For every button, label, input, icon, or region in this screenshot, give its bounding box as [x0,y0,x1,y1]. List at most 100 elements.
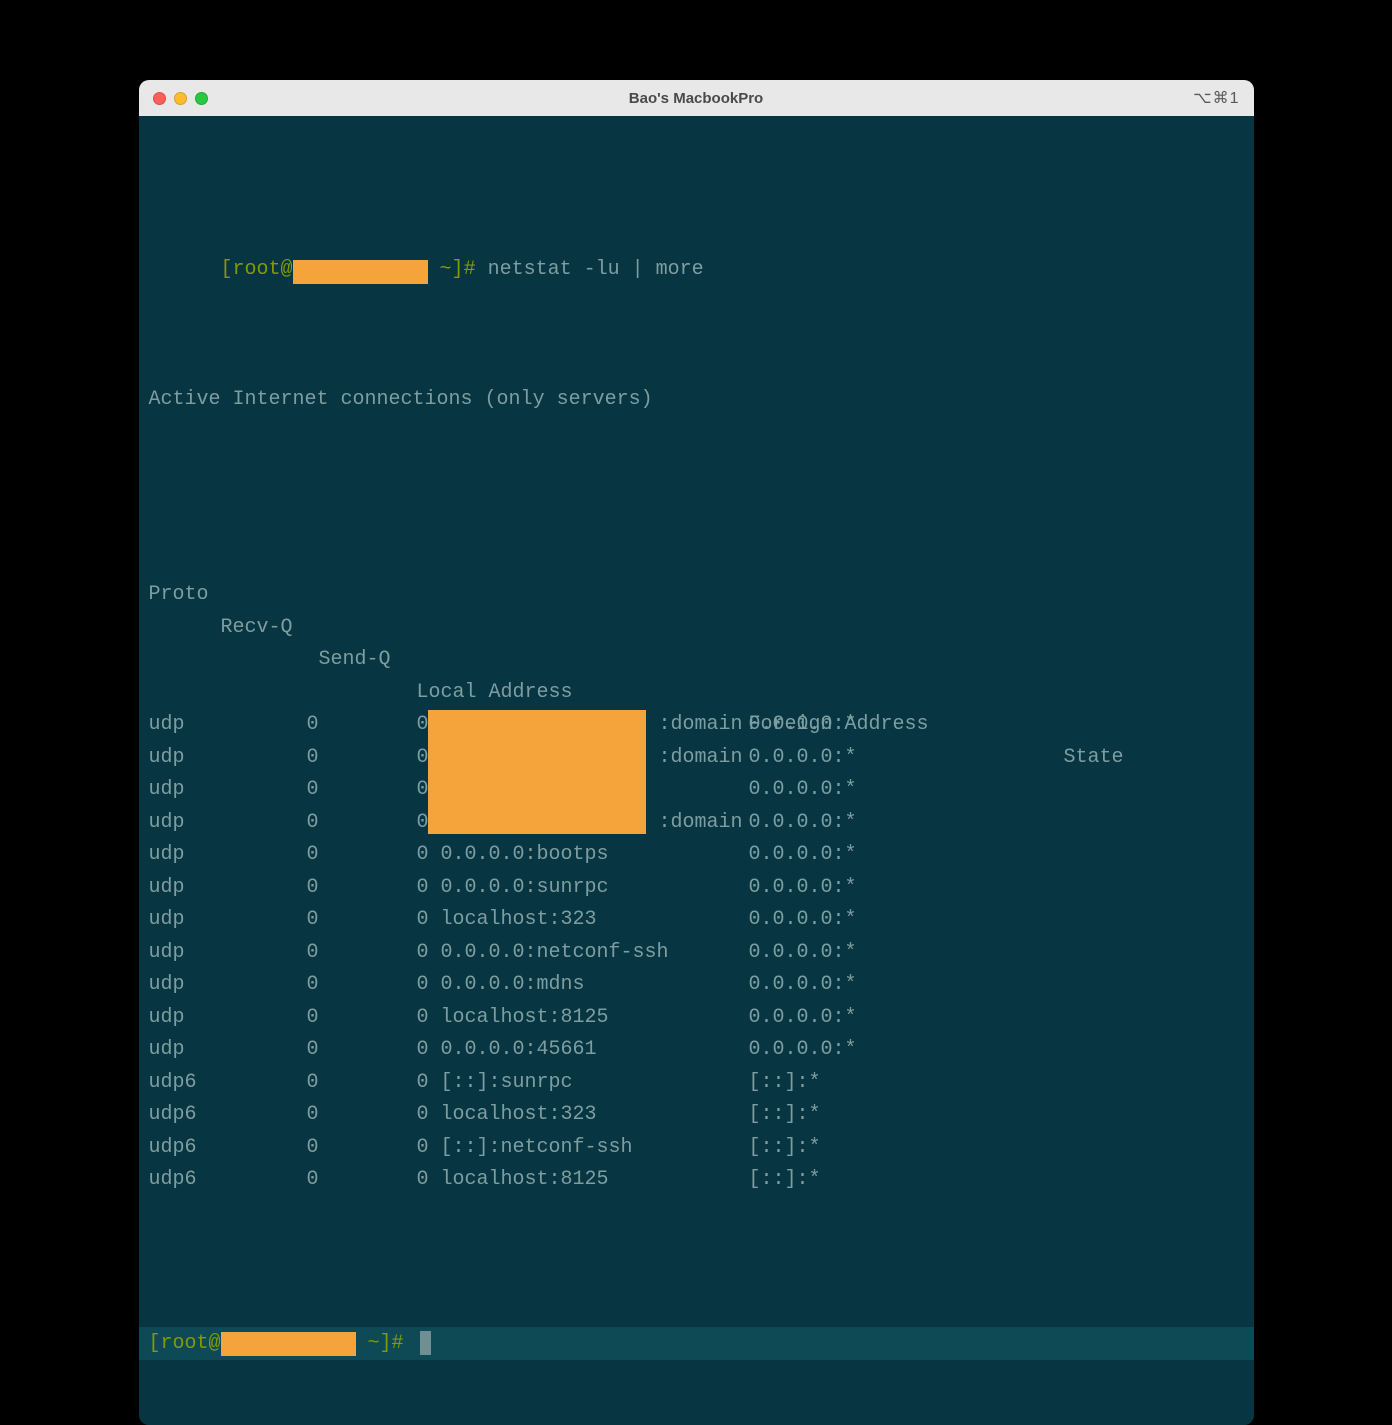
cell-recvq: 0 [279,937,319,970]
cell-recvq: 0 [279,807,319,840]
cell-local: 0.0.0.0:mdns [441,969,585,1002]
cell-local: [::]:netconf-ssh [441,1132,633,1165]
output-header-line: Active Internet connections (only server… [149,384,1244,417]
netstat-row: udp 0 0 0.0.0.0:bootps 0.0.0.0:* [149,839,1244,872]
cell-local: 0.0.0.0:netconf-ssh [441,937,669,970]
cell-proto: udp6 [149,1099,197,1132]
netstat-row: udp 0 0 0.0.0.0:45661 0.0.0.0:* [149,1034,1244,1067]
cell-proto: udp [149,839,185,872]
minimize-button-icon[interactable] [174,92,187,105]
cell-sendq: 0 [389,1164,429,1197]
cell-recvq: 0 [279,709,319,742]
cell-sendq: 0 [389,1034,429,1067]
netstat-row: udp6 0 0 localhost:8125 [::]:* [149,1164,1244,1197]
netstat-rows: udp00:domain0.0.0.0:*udp00:domain0.0.0.0… [149,709,1244,1197]
cell-recvq: 0 [279,1034,319,1067]
cell-foreign: 0.0.0.0:* [749,807,857,840]
tab-shortcut-indicator: ⌥⌘1 [1193,88,1239,108]
netstat-row: udp00localhost:3230.0.0.0:* [149,904,1244,937]
cell-proto: udp [149,872,185,905]
cell-recvq: 0 [279,1132,319,1165]
cell-foreign: 0.0.0.0:* [749,742,857,775]
cell-recvq: 0 [279,969,319,1002]
prompt-path: ~] [428,258,464,281]
cell-foreign: [::]:* [749,1099,821,1132]
prompt-line: [root@ ~]# netstat -lu | more [149,222,1244,255]
cell-sendq: 0 [389,742,429,775]
cell-local-suffix: :domain [659,742,743,775]
cell-sendq: 0 [389,807,429,840]
cell-local: localhost:323 [441,904,597,937]
cell-proto: udp6 [149,1164,197,1197]
cell-proto: udp [149,904,185,937]
local-address-redaction [428,710,646,834]
netstat-row: udp00:domain0.0.0.0:* [149,807,1244,840]
cell-foreign: 0.0.0.0:* [749,937,857,970]
cell-foreign: 0.0.0.0:* [749,969,857,1002]
cell-local-suffix: :domain [659,807,743,840]
hostname-redaction [293,260,428,284]
cell-recvq: 0 [279,872,319,905]
prompt-open: [ [149,1327,161,1360]
command-text: netstat -lu | more [488,258,704,281]
cell-sendq: 0 [389,1002,429,1035]
cell-local: 0.0.0.0:45661 [441,1034,597,1067]
zoom-button-icon[interactable] [195,92,208,105]
cell-proto: udp6 [149,1067,197,1100]
window-title: Bao's MacbookPro [139,90,1254,107]
cell-local: 0.0.0.0:sunrpc [441,872,609,905]
netstat-row: udp600[::]:sunrpc[::]:* [149,1067,1244,1100]
cell-proto: udp [149,1002,185,1035]
cell-sendq: 0 [389,904,429,937]
cell-sendq: 0 [389,872,429,905]
cell-local: localhost:8125 [441,1164,609,1197]
netstat-row: udp000.0.0.0:sunrpc0.0.0.0:* [149,872,1244,905]
terminal-window: Bao's MacbookPro ⌥⌘1 [root@ ~]# netstat … [139,80,1254,1425]
cell-foreign: [::]:* [749,1164,821,1197]
netstat-row: udp00localhost:81250.0.0.0:* [149,1002,1244,1035]
cell-foreign: 0.0.0.0:* [749,839,857,872]
cell-sendq: 0 [389,937,429,970]
prompt-hash: # [464,258,488,281]
hostname-redaction [221,1332,356,1356]
close-button-icon[interactable] [153,92,166,105]
cell-local-suffix: :domain [659,709,743,742]
prompt-user: root@ [161,1327,221,1360]
col-sendq: Send-Q [319,644,391,677]
cell-recvq: 0 [279,904,319,937]
terminal-body[interactable]: [root@ ~]# netstat -lu | more Active Int… [139,116,1254,1425]
cell-sendq: 0 [389,839,429,872]
cell-recvq: 0 [279,742,319,775]
cell-foreign: [::]:* [749,1067,821,1100]
netstat-row: udp600[::]:netconf-ssh[::]:* [149,1132,1244,1165]
prompt-hash: # [392,1327,416,1360]
cell-local: 0.0.0.0:bootps [441,839,609,872]
cell-proto: udp [149,937,185,970]
netstat-row: udp000.0.0.0:mdns0.0.0.0:* [149,969,1244,1002]
cell-recvq: 0 [279,839,319,872]
cell-local: [::]:sunrpc [441,1067,573,1100]
traffic-lights [153,92,208,105]
netstat-row: udp00:domain0.0.0.0:* [149,709,1244,742]
netstat-row: udp 0 0 0.0.0.0:netconf-ssh 0.0.0.0:* [149,937,1244,970]
cell-recvq: 0 [279,1164,319,1197]
cell-recvq: 0 [279,1067,319,1100]
cell-local: localhost:323 [441,1099,597,1132]
cell-sendq: 0 [389,1099,429,1132]
netstat-row: udp600localhost:323[::]:* [149,1099,1244,1132]
current-prompt-line[interactable]: [root@ ~]# [139,1327,1254,1360]
cell-sendq: 0 [389,709,429,742]
cell-proto: udp [149,1034,185,1067]
cell-proto: udp [149,774,185,807]
cell-sendq: 0 [389,969,429,1002]
cell-sendq: 0 [389,774,429,807]
cell-proto: udp [149,742,185,775]
col-proto: Proto [149,579,209,612]
cell-proto: udp [149,709,185,742]
cell-foreign: 0.0.0.0:* [749,1034,857,1067]
cell-recvq: 0 [279,1002,319,1035]
netstat-row: udp 0 0 :domain0.0.0.0:* [149,742,1244,775]
prompt-path: ~] [356,1327,392,1360]
cell-foreign: 0.0.0.0:* [749,1002,857,1035]
cell-proto: udp6 [149,1132,197,1165]
